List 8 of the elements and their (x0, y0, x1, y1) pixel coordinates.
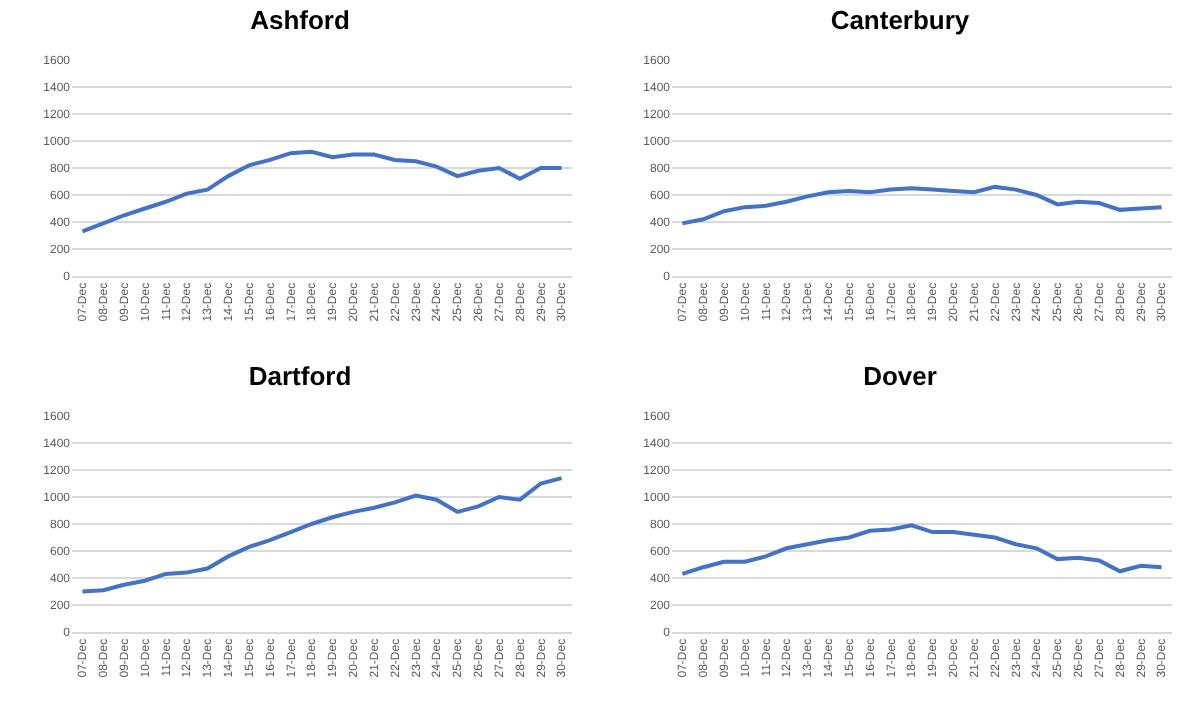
chart-title: Dover (863, 360, 937, 391)
chart-title: Canterbury (830, 4, 971, 35)
chart-title: Dartford (248, 360, 352, 391)
line-series (80, 149, 564, 234)
line-series (80, 476, 564, 594)
line-series (680, 523, 1164, 576)
chart-title: Ashford (250, 4, 350, 35)
line-series (680, 184, 1164, 226)
